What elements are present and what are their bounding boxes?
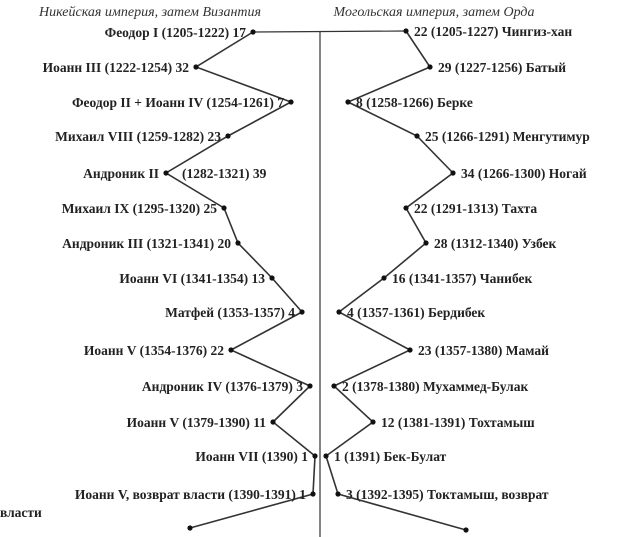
right-ruler-label: 23 (1357-1380) Мамай xyxy=(418,343,549,358)
right-ruler-dot xyxy=(423,240,429,246)
right-ruler-dot xyxy=(403,28,409,34)
right-ruler-label: 22 (1205-1227) Чингиз-хан xyxy=(414,24,572,39)
right-header: Могольская империя, затем Орда xyxy=(332,5,534,20)
right-ruler-label: 2 (1378-1380) Мухаммед-Булак xyxy=(342,379,528,394)
right-ruler-label: 22 (1291-1313) Тахта xyxy=(414,201,537,216)
right-ruler-label: 16 (1341-1357) Чанибек xyxy=(392,271,533,286)
right-ruler-dot xyxy=(407,347,413,353)
left-ruler-label: Феодор I (1205-1222) 17 xyxy=(105,25,247,40)
right-ruler-label: 8 (1258-1266) Берке xyxy=(356,95,473,110)
left-ruler-dot xyxy=(312,453,318,459)
right-ruler-label: 3 (1392-1395) Токтамыш, возврат xyxy=(346,487,549,502)
left-ruler-label: Феодор II + Иоанн IV (1254-1261) 7 xyxy=(72,95,284,110)
left-ruler-label: Иоанн V (1354-1376) 22 xyxy=(84,343,224,358)
left-ruler-label: Иоанн V (1379-1390) 11 xyxy=(127,415,267,430)
left-ruler-label: Иоанн V, возврат власти (1390-1391) 1 xyxy=(75,487,306,502)
right-ruler-dot xyxy=(336,309,342,315)
right-ruler-dot xyxy=(403,205,409,211)
left-ruler-dot xyxy=(299,309,305,315)
left-ruler-dot xyxy=(225,133,231,139)
left-ruler-label: Иоанн VII (1390) 1 xyxy=(195,449,308,464)
left-ruler-dot xyxy=(269,275,275,281)
right-ruler-dot xyxy=(450,170,456,176)
left-ruler-dot xyxy=(187,525,193,531)
right-ruler-dot xyxy=(414,133,420,139)
right-ruler-dot xyxy=(427,64,433,70)
right-ruler-dot xyxy=(381,275,387,281)
right-ruler-dot xyxy=(323,453,329,459)
right-ruler-dot xyxy=(335,491,341,497)
left-ruler-dot xyxy=(228,347,234,353)
right-ruler-label: 28 (1312-1340) Узбек xyxy=(434,236,557,251)
right-ruler-dot xyxy=(331,383,337,389)
left-ruler-label-after: (1282-1321) 39 xyxy=(182,166,267,181)
left-ruler-dot xyxy=(307,383,313,389)
right-ruler-label: 34 (1266-1300) Ногай xyxy=(461,166,587,181)
left-ruler-dot xyxy=(163,170,169,176)
left-ruler-label: Михаил VIII (1259-1282) 23 xyxy=(55,129,221,144)
left-ruler-dot xyxy=(221,205,227,211)
left-ruler-dot xyxy=(193,64,199,70)
left-ruler-label: Андроник III (1321-1341) 20 xyxy=(62,236,231,251)
right-ruler-dot xyxy=(463,527,469,533)
top-connector xyxy=(252,30,407,33)
left-ruler-dot xyxy=(250,29,256,35)
right-ruler-label: 4 (1357-1361) Бердибек xyxy=(347,305,485,320)
left-ruler-label: Иоанн III (1222-1254) 32 xyxy=(43,60,190,75)
right-ruler-label: 12 (1381-1391) Тохтамыш xyxy=(381,415,535,430)
left-ruler-dot xyxy=(235,240,241,246)
left-ruler-label: Андроник IV (1376-1379) 3 xyxy=(142,379,303,394)
left-ruler-dot xyxy=(310,491,316,497)
right-ruler-dot xyxy=(370,419,376,425)
wrapped-text-fragment: власти xyxy=(0,505,42,520)
right-ruler-label: 25 (1266-1291) Менгутимур xyxy=(425,129,590,144)
right-ruler-label: 29 (1227-1256) Батый xyxy=(438,60,566,75)
left-ruler-label: Иоанн VI (1341-1354) 13 xyxy=(119,271,265,286)
left-ruler-dot xyxy=(288,99,294,105)
left-ruler-label: Михаил IX (1295-1320) 25 xyxy=(62,201,218,216)
right-ruler-dot xyxy=(345,99,351,105)
left-ruler-dot xyxy=(270,419,276,425)
left-header: Никейская империя, затем Византия xyxy=(38,5,261,20)
left-ruler-label: Матфей (1353-1357) 4 xyxy=(165,305,295,320)
right-ruler-label: 1 (1391) Бек-Булат xyxy=(334,449,447,464)
left-ruler-label: Андроник II xyxy=(83,166,159,181)
